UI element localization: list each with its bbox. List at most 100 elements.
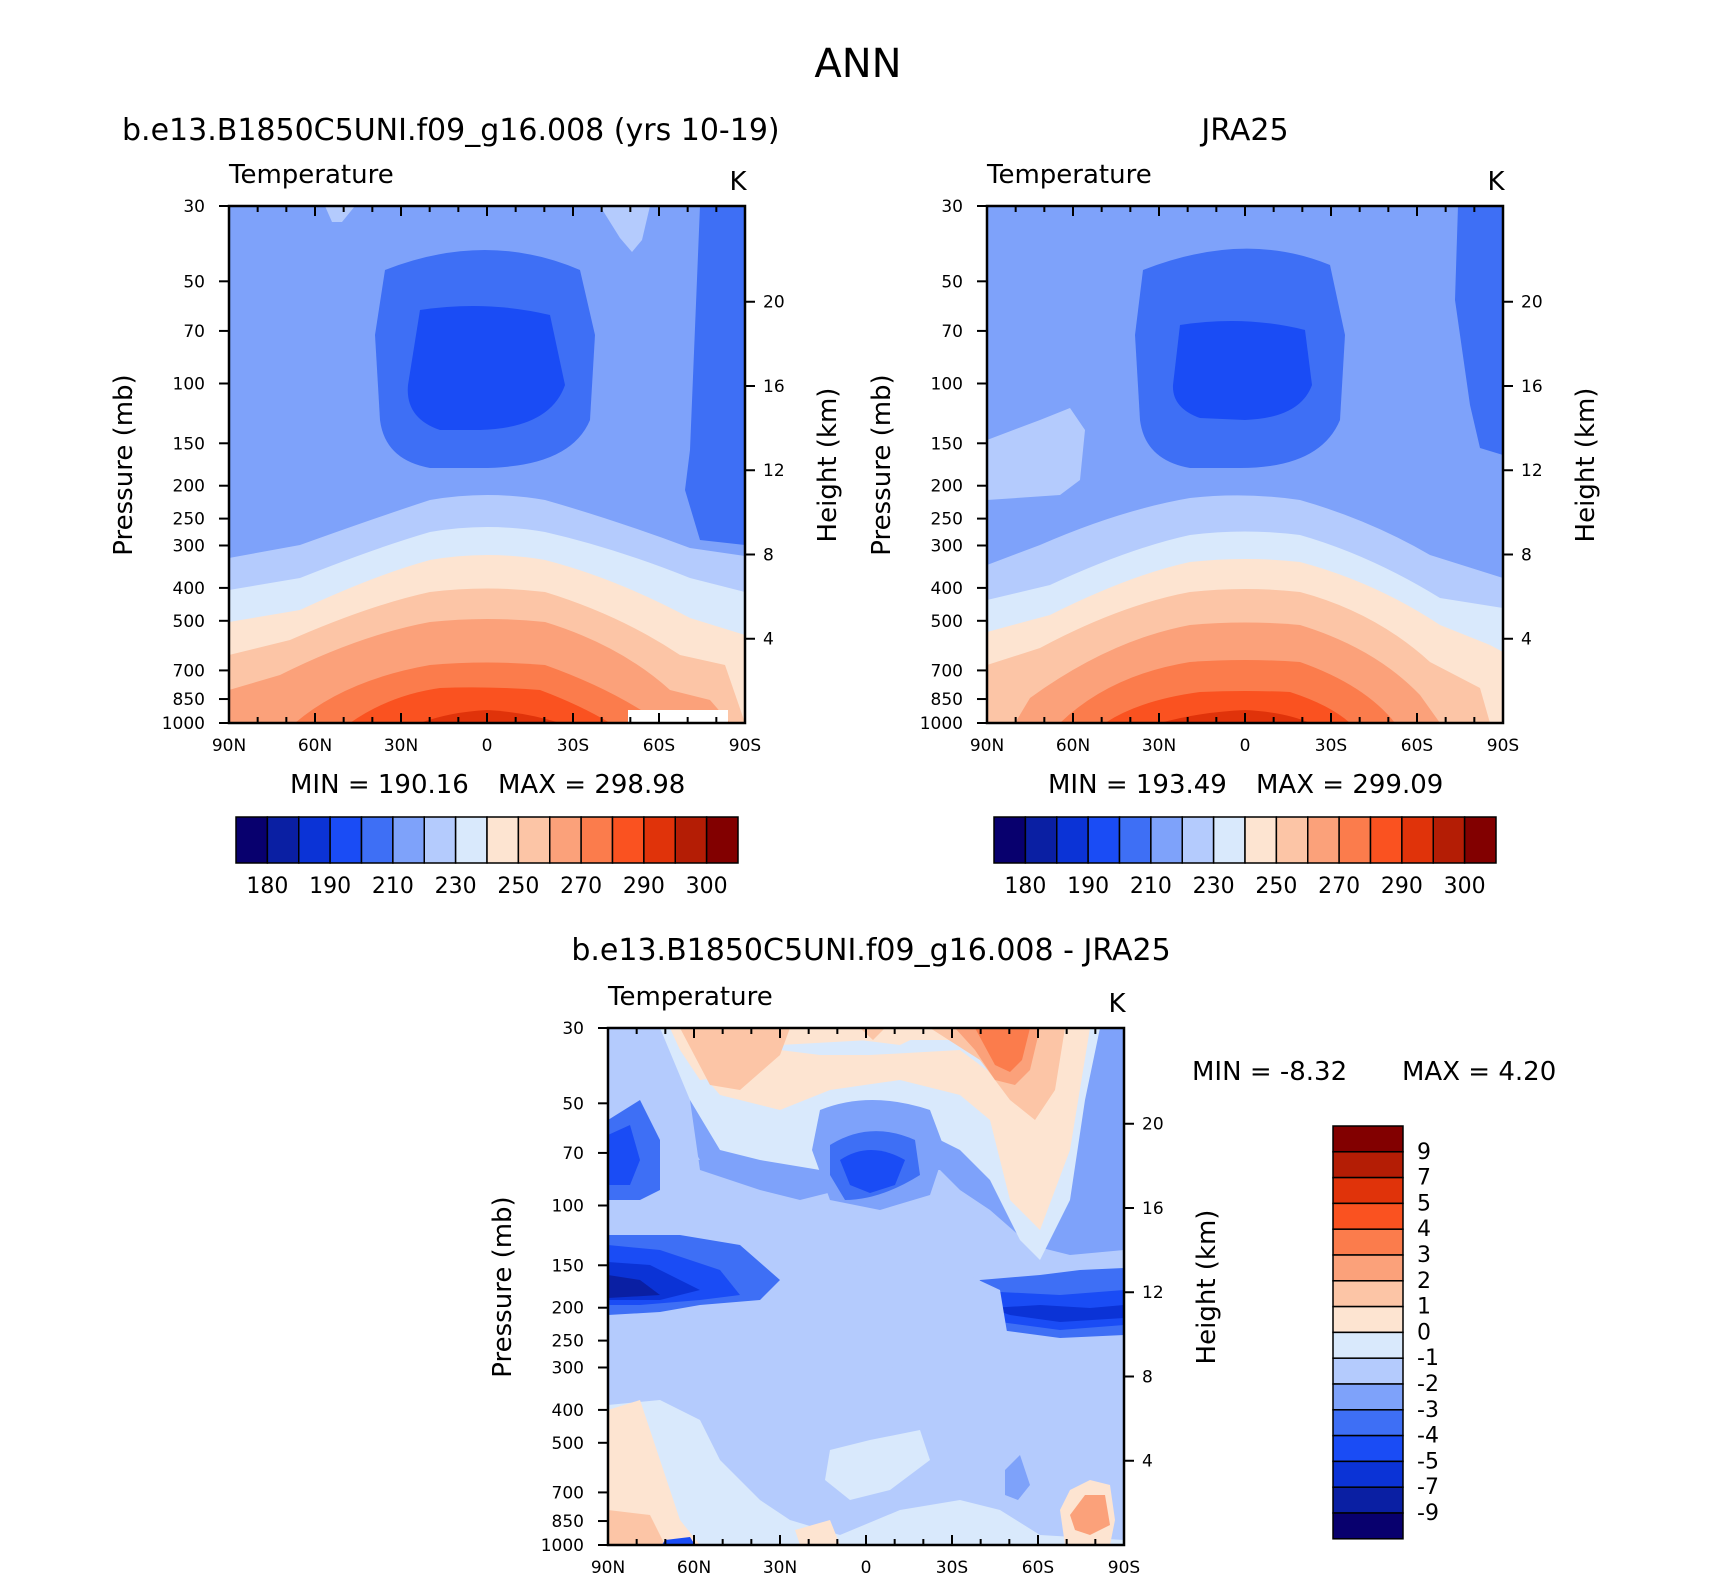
y2-tick-label: 16 xyxy=(1142,1199,1164,1219)
colorbar-box xyxy=(1332,1280,1404,1308)
colorbar-box xyxy=(266,816,300,864)
x-tick-label: 90N xyxy=(212,736,246,756)
colorbar-box xyxy=(1332,1357,1404,1385)
x-tick-label: 90N xyxy=(591,1558,625,1578)
colorbar-box xyxy=(705,816,739,864)
contour-band xyxy=(1455,206,1503,455)
colorbar-box xyxy=(1056,816,1089,864)
contour-band xyxy=(1160,710,1310,723)
y-tick-label: 500 xyxy=(931,612,963,632)
contour-band xyxy=(975,1028,1030,1072)
y-tick-label: 200 xyxy=(931,477,963,497)
x-tick-label: 30S xyxy=(557,736,589,756)
colorbar-label: 270 xyxy=(560,874,602,899)
colorbar-box xyxy=(1275,816,1309,864)
panel-model-ylabel2: Height (km) xyxy=(813,388,843,543)
colorbar-box xyxy=(454,816,488,864)
panel-model-units: K xyxy=(729,167,747,197)
y-tick-label: 30 xyxy=(183,197,205,217)
x-tick-label: 0 xyxy=(1240,736,1251,756)
panel-obs-min: MIN = 193.49 xyxy=(1048,770,1227,800)
y2-tick-label: 12 xyxy=(763,461,785,481)
colorbar-label: -3 xyxy=(1417,1398,1439,1423)
panel-model-variable: Temperature xyxy=(228,160,394,190)
colorbar-label: 290 xyxy=(1381,874,1423,899)
panel-obs-title: JRA25 xyxy=(1199,113,1288,148)
panel-obs-variable: Temperature xyxy=(986,160,1152,190)
colorbar-box xyxy=(1463,816,1497,864)
colorbar-box xyxy=(549,816,582,864)
colorbar-box xyxy=(1332,1383,1404,1411)
colorbar-box xyxy=(329,816,363,864)
contour-band xyxy=(987,408,1085,500)
contour-band xyxy=(840,1150,905,1193)
colorbar-label: -5 xyxy=(1417,1449,1439,1474)
y-tick-label: 700 xyxy=(173,661,205,681)
colorbar-box xyxy=(993,816,1027,864)
y-tick-label: 300 xyxy=(931,536,963,556)
contour-band xyxy=(608,1510,665,1545)
panel-obs-ylabel2: Height (km) xyxy=(1571,388,1601,543)
y-tick-label: 400 xyxy=(552,1401,584,1421)
x-tick-label: 60N xyxy=(677,1558,711,1578)
y-tick-label: 50 xyxy=(183,272,205,292)
colorbar-label: 180 xyxy=(246,874,288,899)
colorbar-label: 3 xyxy=(1417,1243,1431,1268)
y2-tick-label: 16 xyxy=(1521,377,1543,397)
y-tick-label: 700 xyxy=(552,1483,584,1503)
colorbar-label: 190 xyxy=(1067,874,1109,899)
panel-obs-colorbar: 180 190 210 230 250 270 290 300 xyxy=(993,816,1497,899)
colorbar-label: 5 xyxy=(1417,1191,1431,1216)
colorbar-box xyxy=(1401,816,1434,864)
y-tick-label: 400 xyxy=(931,579,963,599)
y-tick-label: 100 xyxy=(552,1197,584,1217)
x-tick-label: 60S xyxy=(1022,1558,1054,1578)
colorbar-box xyxy=(580,816,614,864)
y-tick-label: 1000 xyxy=(920,714,963,734)
colorbar-label: 190 xyxy=(309,874,351,899)
colorbar-box xyxy=(1332,1512,1404,1540)
y-tick-label: 150 xyxy=(552,1256,584,1276)
colorbar-label: 4 xyxy=(1417,1217,1431,1242)
y-tick-label: 250 xyxy=(173,510,205,530)
colorbar-box xyxy=(1087,816,1121,864)
colorbar-label: 180 xyxy=(1004,874,1046,899)
panel-obs-ylabel: Pressure (mb) xyxy=(867,374,897,555)
x-tick-label: 30N xyxy=(1142,736,1176,756)
y-tick-label: 400 xyxy=(173,579,205,599)
colorbar-label: 7 xyxy=(1417,1166,1431,1191)
missing-data-patch xyxy=(628,710,728,723)
colorbar-label: 2 xyxy=(1417,1269,1431,1294)
panel-model-title: b.e13.B1850C5UNI.f09_g16.008 (yrs 10-19) xyxy=(122,113,780,148)
contour-band xyxy=(1172,321,1312,420)
contour-band xyxy=(685,206,745,545)
panel-model-max: MAX = 298.98 xyxy=(498,770,685,800)
colorbar-box xyxy=(1332,1176,1404,1205)
y2-tick-label: 4 xyxy=(1142,1452,1153,1472)
panel-diff-ylabel2: Height (km) xyxy=(1192,1210,1222,1365)
colorbar-label: 0 xyxy=(1417,1320,1431,1345)
colorbar-label: 300 xyxy=(1444,874,1486,899)
contour-band xyxy=(608,1125,640,1185)
colorbar-label: -2 xyxy=(1417,1372,1439,1397)
x-tick-label: 60N xyxy=(1056,736,1090,756)
x-tick-label: 60S xyxy=(1401,736,1433,756)
panel-diff-ylabel: Pressure (mb) xyxy=(488,1196,518,1377)
panel-obs-units: K xyxy=(1487,167,1505,197)
contour-band xyxy=(608,1275,660,1298)
panel-diff: b.e13.B1850C5UNI.f09_g16.008 - JRA25 Tem… xyxy=(488,933,1556,1578)
panel-model-axes: 90N 60N 30N 0 30S 60S 90S 30 50 70 100 150 200 250 300… xyxy=(162,197,785,756)
y-tick-label: 150 xyxy=(173,434,205,454)
colorbar-label: -1 xyxy=(1417,1346,1439,1371)
y2-tick-label: 16 xyxy=(763,377,785,397)
panel-model: b.e13.B1850C5UNI.f09_g16.008 (yrs 10-19)… xyxy=(109,113,843,899)
x-tick-label: 0 xyxy=(482,736,493,756)
contour-band xyxy=(1070,1495,1110,1535)
x-tick-label: 90N xyxy=(970,736,1004,756)
colorbar-box xyxy=(1332,1486,1404,1514)
contour-band xyxy=(1105,691,1350,723)
colorbar-box xyxy=(1332,1202,1404,1230)
colorbar-box xyxy=(1024,816,1058,864)
y2-tick-label: 20 xyxy=(1521,293,1543,313)
